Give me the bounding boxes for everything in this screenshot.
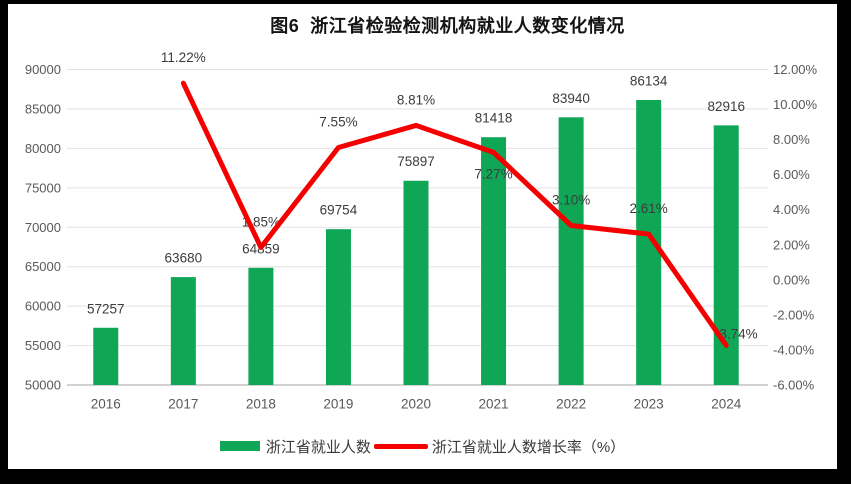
left-axis-tick-90000: 90000: [25, 62, 61, 77]
bar-value-label-2021: 81418: [475, 111, 513, 126]
x-axis-label-2017: 2017: [168, 397, 198, 412]
bar-value-label-2019: 69754: [320, 203, 358, 218]
growth-label-2020: 8.81%: [397, 92, 435, 107]
left-axis-tick-60000: 60000: [25, 299, 61, 314]
left-axis-tick-70000: 70000: [25, 220, 61, 235]
bar-2021: [481, 137, 507, 385]
left-axis-tick-55000: 55000: [25, 338, 61, 353]
growth-line: [180, 80, 729, 348]
growth-label-2017: 11.22%: [161, 50, 206, 65]
growth-label-2024: -3.74%: [715, 326, 758, 341]
bar-value-label-2022: 83940: [552, 91, 590, 106]
bar-value-label-2020: 75897: [397, 154, 435, 169]
x-axis-label-2019: 2019: [323, 397, 353, 412]
x-axis-label-2024: 2024: [711, 397, 742, 412]
right-axis-tick-12.00%: 12.00%: [773, 62, 818, 77]
x-axis-label-2016: 2016: [91, 397, 121, 412]
chart-title: 图6 浙江省检验检测机构就业人数变化情况: [270, 16, 625, 36]
bar-2016: [93, 327, 119, 385]
bar-value-label-2024: 82916: [707, 99, 745, 114]
bar-2022: [558, 117, 584, 385]
legend-bar-label: 浙江省就业人数: [265, 438, 371, 456]
x-axis-label-2018: 2018: [246, 397, 276, 412]
left-axis-tick-80000: 80000: [25, 141, 61, 156]
legend-line-label: 浙江省就业人数增长率（%）: [431, 438, 626, 456]
growth-label-2023: 2.61%: [630, 201, 668, 216]
right-axis-tick--4.00%: -4.00%: [773, 342, 815, 357]
bar-value-label-2016: 57257: [87, 301, 125, 316]
growth-label-2022: 3.10%: [552, 192, 590, 207]
bar-2019: [325, 229, 351, 385]
right-axis-tick-0.00%: 0.00%: [773, 272, 810, 287]
growth-label-2021: 7.27%: [474, 166, 512, 181]
bar-2017: [170, 277, 196, 385]
x-axis-label-2020: 2020: [401, 397, 431, 412]
right-axis-tick--6.00%: -6.00%: [773, 378, 815, 393]
bar-value-label-2017: 63680: [165, 251, 203, 266]
legend-line-swatch-icon: [373, 443, 428, 449]
right-axis-tick--2.00%: -2.00%: [773, 307, 815, 322]
bar-value-label-2023: 86134: [630, 73, 668, 88]
right-axis-tick-6.00%: 6.00%: [773, 167, 810, 182]
left-axis-tick-65000: 65000: [25, 259, 61, 274]
right-axis-tick-4.00%: 4.00%: [773, 202, 810, 217]
right-axis-tick-2.00%: 2.00%: [773, 237, 810, 252]
right-axis-tick-10.00%: 10.00%: [773, 97, 818, 112]
legend-bar-swatch-icon: [219, 441, 260, 451]
bar-2020: [403, 180, 429, 385]
left-axis-tick-85000: 85000: [25, 101, 61, 116]
left-axis-tick-75000: 75000: [25, 180, 61, 195]
bar-2018: [248, 267, 274, 385]
legend: 浙江省就业人数 浙江省就业人数增长率（%）: [8, 436, 837, 456]
left-axis-tick-50000: 50000: [25, 378, 61, 393]
x-axis-label-2023: 2023: [634, 397, 664, 412]
growth-label-2019: 7.55%: [319, 114, 357, 129]
x-axis-label-2021: 2021: [479, 397, 509, 412]
right-axis-tick-8.00%: 8.00%: [773, 132, 810, 147]
x-axis-label-2022: 2022: [556, 397, 586, 412]
